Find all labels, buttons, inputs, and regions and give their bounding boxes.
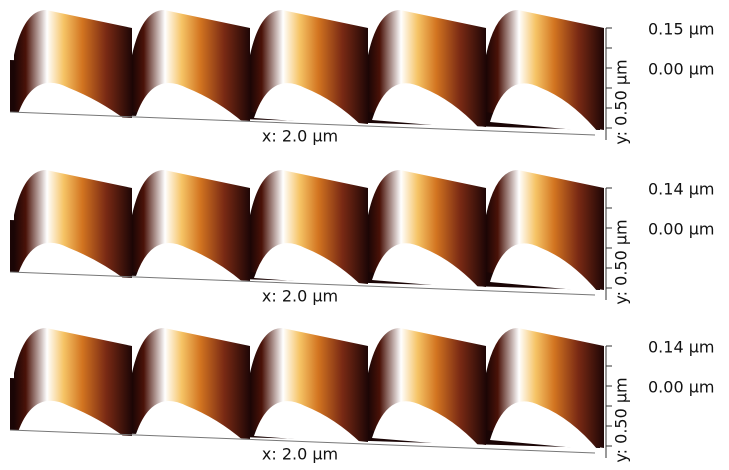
y-axis-label: y: 0.50 µm (612, 219, 631, 304)
afm-panel: 0.14 µm 0.00 µm y: 0.50 µm x: 2.0 µm (10, 328, 714, 464)
z-max-label: 0.14 µm (648, 180, 714, 199)
y-axis-label: y: 0.50 µm (612, 377, 631, 462)
figure: 0.15 µm0.00 µmy: 0.50 µmx: 2.0 µm0.14 µm… (0, 0, 729, 470)
y-axis-label: y: 0.50 µm (612, 59, 631, 144)
x-axis-label: x: 2.0 µm (262, 127, 338, 146)
z-zero-label: 0.00 µm (648, 378, 714, 397)
z-zero-label: 0.00 µm (648, 60, 714, 79)
z-zero-label: 0.00 µm (648, 220, 714, 239)
page: 0.15 µm0.00 µmy: 0.50 µmx: 2.0 µm0.14 µm… (0, 0, 729, 470)
afm-panel: 0.15 µm 0.00 µm y: 0.50 µm x: 2.0 µm (10, 10, 714, 146)
z-max-label: 0.15 µm (648, 20, 714, 39)
z-max-label: 0.14 µm (648, 338, 714, 357)
afm-panel: 0.14 µm 0.00 µm y: 0.50 µm x: 2.0 µm (10, 170, 714, 306)
x-axis-label: x: 2.0 µm (262, 287, 338, 306)
x-axis-label: x: 2.0 µm (262, 445, 338, 464)
